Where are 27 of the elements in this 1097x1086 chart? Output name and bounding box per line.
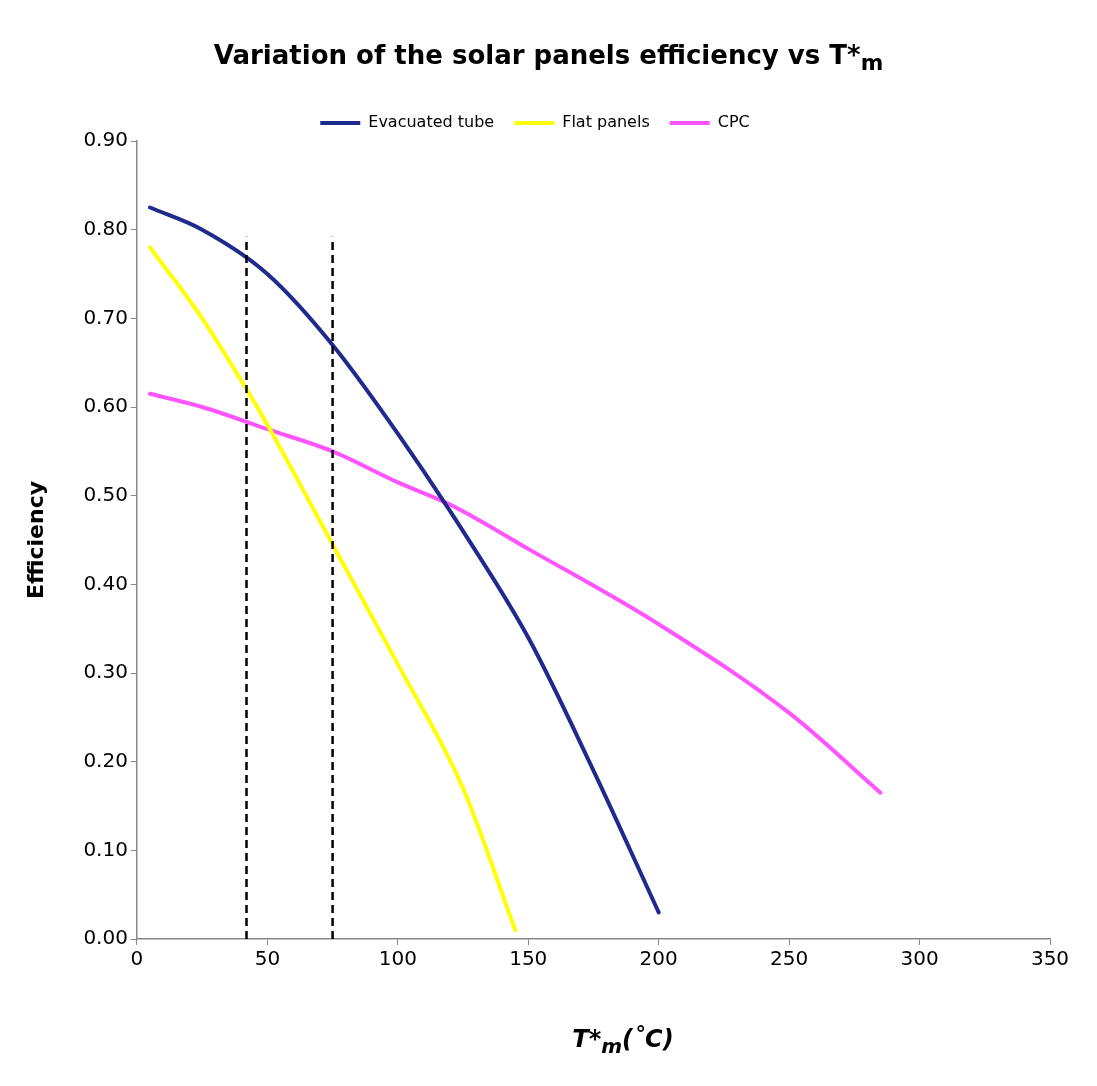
y-tick-label: 0.60 (83, 393, 128, 418)
y-tick-label: 0.40 (83, 570, 128, 595)
chart-title: Variation of the solar panels efficiency vs T*$_{m}$ (212, 40, 885, 76)
legend-label: CPC (717, 112, 750, 132)
y-tick-label: 0.50 (83, 481, 128, 506)
y-axis-title: Efficiency (22, 480, 48, 600)
x-tick-label: 0 (130, 946, 144, 971)
x-tick-label: 100 (378, 946, 417, 971)
legend-label: Evacuated tube (368, 112, 495, 132)
y-tick-label: 0.20 (83, 747, 128, 772)
x-tick-label: 50 (254, 946, 281, 971)
x-tick-label: 150 (509, 946, 548, 971)
y-tick-label: 0.10 (83, 836, 128, 861)
y-tick-label: 0.70 (83, 304, 128, 329)
line-series (147, 391, 883, 795)
y-tick-label: 0.30 (83, 659, 128, 684)
legend-label: Flat panels (562, 112, 650, 132)
line-series (147, 245, 518, 933)
x-tick-label: 350 (1030, 946, 1070, 971)
y-tick-label: 0.90 (83, 127, 128, 152)
y-tick-label: 0.80 (83, 215, 128, 240)
x-axis-title: T*$_{m}$(˚C) (571, 1025, 675, 1058)
y-tick-label: 0.00 (83, 925, 128, 950)
x-tick-label: 200 (639, 946, 678, 971)
line-series (147, 205, 661, 915)
x-tick-label: 300 (900, 946, 939, 971)
x-tick-label: 250 (770, 946, 809, 971)
